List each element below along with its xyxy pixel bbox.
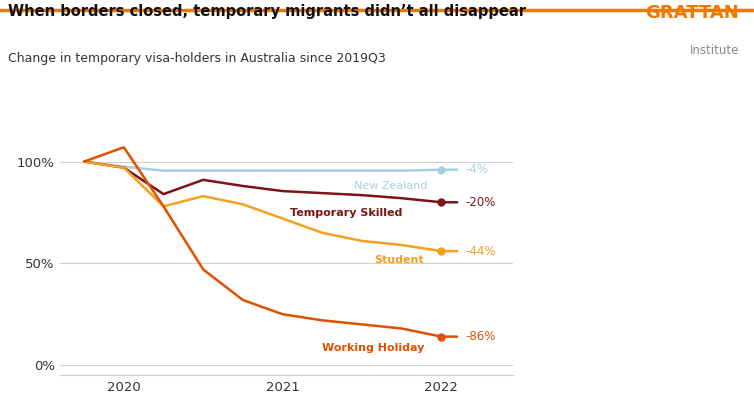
Text: -4%: -4%: [465, 163, 488, 176]
Text: -20%: -20%: [465, 196, 495, 209]
Text: Institute: Institute: [690, 44, 739, 57]
Text: GRATTAN: GRATTAN: [645, 4, 739, 22]
Text: Student: Student: [375, 255, 425, 265]
Text: Change in temporary visa-holders in Australia since 2019Q3: Change in temporary visa-holders in Aust…: [8, 52, 385, 65]
Text: -44%: -44%: [465, 245, 495, 258]
Text: -86%: -86%: [465, 330, 495, 343]
Text: New Zealand: New Zealand: [354, 181, 428, 191]
Text: Working Holiday: Working Holiday: [322, 344, 425, 354]
Text: When borders closed, temporary migrants didn’t all disappear: When borders closed, temporary migrants …: [8, 4, 526, 19]
Text: Temporary Skilled: Temporary Skilled: [290, 208, 403, 219]
